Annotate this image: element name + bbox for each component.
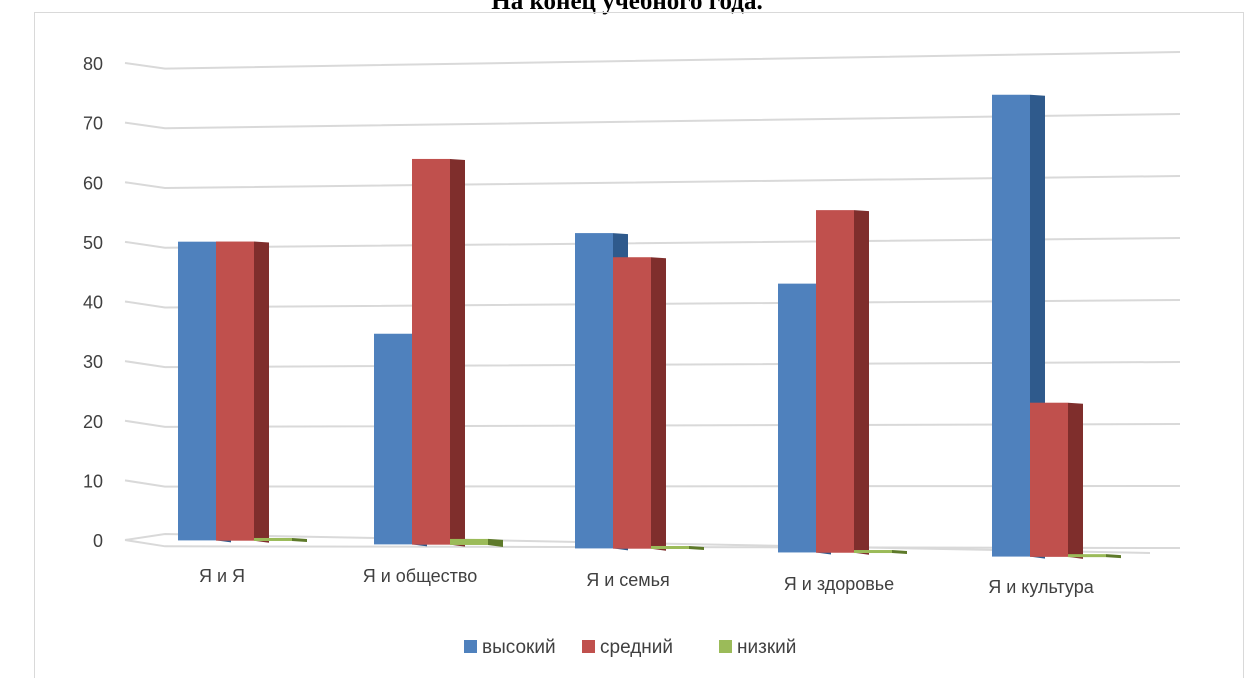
y-tick-label: 80 (83, 54, 103, 74)
gridline (124, 113, 1181, 130)
bars (178, 94, 1121, 559)
category-label: Я и культура (988, 577, 1094, 597)
bar-side (1068, 402, 1083, 559)
y-axis-tick-labels: 0 10 20 30 40 50 60 70 80 (83, 54, 103, 551)
category-label: Я и Я (199, 566, 245, 586)
bar-side (254, 241, 269, 543)
legend-swatch (464, 640, 477, 653)
chart-title: На конец учебного года. (491, 0, 763, 15)
bar-низкий (651, 545, 704, 550)
y-tick-label: 70 (83, 114, 103, 134)
y-tick-label: 20 (83, 412, 103, 432)
legend: высокий средний низкий (464, 637, 796, 658)
bar-front (374, 333, 412, 545)
gridline (124, 51, 1181, 70)
chart-frame (34, 12, 1244, 678)
bar-front (651, 545, 689, 549)
y-tick-label: 0 (93, 531, 103, 551)
legend-item: средний (582, 637, 673, 658)
bar-side (854, 210, 869, 555)
bar-низкий (854, 550, 907, 555)
bar-средний (613, 257, 666, 551)
bar-низкий (1068, 554, 1121, 559)
legend-swatch (582, 640, 595, 653)
bar-средний (816, 210, 869, 555)
x-axis-category-labels: Я и Я Я и общество Я и семья Я и здоровье Я … (199, 566, 1095, 597)
bar-front (450, 538, 488, 545)
category-label: Я и семья (586, 570, 670, 590)
bar-side (1106, 554, 1121, 559)
bar-front (216, 241, 254, 541)
gridline (124, 175, 1181, 190)
bar-front (613, 257, 651, 549)
bar-низкий (254, 537, 307, 542)
bar-side (892, 550, 907, 555)
bar-front (254, 537, 292, 541)
bar-side (651, 257, 666, 551)
bar-средний (216, 241, 269, 543)
legend-label: низкий (737, 637, 796, 658)
y-tick-label: 10 (83, 471, 103, 491)
y-tick-label: 60 (83, 173, 103, 193)
bar-front (816, 210, 854, 553)
bar-side (450, 158, 465, 547)
legend-label: высокий (482, 637, 556, 658)
bar-низкий (450, 538, 503, 547)
category-label: Я и здоровье (784, 574, 894, 594)
bar-front (1030, 402, 1068, 557)
bar-side (292, 537, 307, 542)
bar-front (412, 158, 450, 545)
legend-label: средний (600, 637, 673, 658)
bar-front (1068, 554, 1106, 558)
bar-front (178, 241, 216, 541)
bar-средний (1030, 402, 1083, 559)
bar-front (575, 233, 613, 549)
y-tick-label: 50 (83, 233, 103, 253)
bar-средний (412, 158, 465, 547)
legend-item: низкий (719, 637, 796, 658)
bar-side (488, 538, 503, 547)
bar-высокий (992, 94, 1045, 559)
y-tick-label: 30 (83, 352, 103, 372)
y-tick-label: 40 (83, 293, 103, 313)
bar-front (992, 94, 1030, 557)
bar-front (778, 283, 816, 553)
bar-side (689, 545, 704, 550)
category-label: Я и общество (363, 566, 478, 586)
legend-swatch (719, 640, 732, 653)
bar-front (854, 550, 892, 554)
legend-item: высокий (464, 637, 556, 658)
